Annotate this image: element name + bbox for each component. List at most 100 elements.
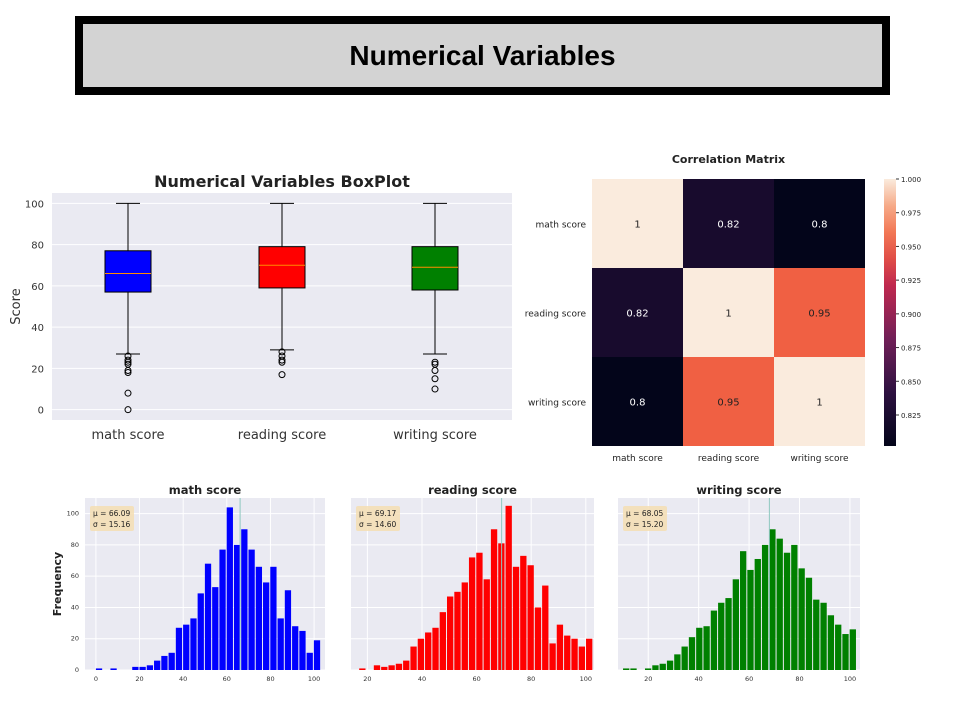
y-tick-label: 60: [71, 572, 79, 580]
outlier-point: [431, 385, 439, 393]
histogram-bar: [284, 590, 292, 670]
box-reading-score: [258, 246, 306, 289]
histogram-bar: [791, 544, 798, 670]
col-label: writing score: [790, 454, 849, 464]
boxplot-chart: 0 20 40 60 80 100 Numerical Variables BoxPlot S…: [9, 172, 512, 443]
cell-value: 1: [634, 220, 640, 231]
colorbar-tick-label: 0.825: [901, 412, 921, 420]
histogram-bar: [395, 663, 403, 670]
outlier-point: [124, 356, 132, 364]
histogram-bar: [564, 635, 571, 670]
colorbar: [884, 179, 896, 446]
histogram-bar: [534, 607, 542, 670]
histogram-bar: [359, 668, 366, 670]
histogram-bar: [483, 579, 490, 670]
std-stat: σ = 15.16: [93, 520, 131, 529]
histogram-bar: [439, 612, 446, 670]
histogram-title: reading score: [428, 483, 517, 497]
std-stat: σ = 14.60: [359, 520, 397, 529]
histogram-bar: [263, 582, 270, 670]
histogram-bar: [161, 655, 168, 670]
col-label: math score: [612, 454, 663, 464]
x-tick-label: 80: [266, 675, 274, 683]
title-banner-inner: Numerical Variables: [83, 24, 882, 87]
x-tick-label: 80: [527, 675, 535, 683]
histogram-bar: [813, 599, 820, 670]
outlier-point: [124, 389, 132, 397]
outlier-point: [431, 366, 439, 374]
histogram-title: math score: [169, 483, 242, 497]
math-score-histogram: 0 20 40 60 80 100 0 20 40 60 80 100 μ = 66.09 σ = 15.…: [51, 483, 325, 683]
cell-value: 0.8: [812, 220, 828, 231]
histogram-bar: [190, 618, 197, 670]
y-tick-label: 80: [31, 241, 44, 252]
histogram-bar: [740, 551, 747, 670]
std-stat: σ = 15.20: [626, 520, 664, 529]
x-tick-label: writing score: [393, 428, 477, 443]
stats-box: [356, 506, 400, 531]
histogram-bar: [403, 660, 410, 670]
histogram-bar: [630, 668, 637, 670]
y-axis-label: Score: [9, 288, 24, 324]
colorbar-tick-label: 0.925: [901, 277, 921, 285]
x-tick-label: 20: [644, 675, 652, 683]
colorbar-tick-label: 0.850: [901, 378, 921, 386]
x-tick-label: 20: [363, 675, 371, 683]
chart-title: Numerical Variables BoxPlot: [154, 172, 410, 191]
page-title: Numerical Variables: [349, 39, 616, 71]
histogram-bar: [95, 668, 103, 670]
correlation-heatmap: Correlation Matrix 1 0.82 0.8 math score math…: [525, 153, 921, 464]
histogram-bar: [586, 638, 593, 670]
x-tick-label: 60: [223, 675, 231, 683]
histogram-bar: [776, 538, 783, 670]
histogram-bar: [703, 626, 710, 670]
histogram-bar: [299, 630, 306, 670]
outlier-point: [124, 406, 132, 414]
histogram-bar: [674, 654, 681, 670]
histogram-bar: [277, 618, 284, 670]
histogram-bar: [835, 624, 842, 670]
title-banner: Numerical Variables: [75, 16, 890, 95]
x-tick-label: 40: [179, 675, 187, 683]
x-tick-label: 40: [418, 675, 426, 683]
histogram-bar: [248, 549, 255, 670]
y-tick-label: 100: [25, 199, 44, 210]
histogram-bar: [556, 624, 564, 670]
histogram-bar: [732, 579, 740, 670]
cell-value: 0.95: [717, 398, 739, 409]
histogram-bar: [666, 660, 674, 670]
histogram-bar: [849, 629, 856, 670]
histogram-bar: [226, 507, 233, 670]
histogram-bar: [681, 646, 688, 670]
y-tick-label: 60: [31, 282, 44, 293]
histogram-bar: [747, 569, 754, 670]
histogram-bar: [446, 596, 454, 670]
histogram-bar: [827, 615, 835, 670]
histogram-bar: [241, 529, 248, 670]
row-label: math score: [535, 221, 586, 231]
histogram-bar: [769, 529, 776, 670]
x-tick-label: reading score: [238, 428, 326, 443]
histogram-bar: [688, 637, 696, 670]
histogram-bar: [571, 638, 578, 670]
histogram-bar: [388, 665, 395, 670]
y-tick-label: 0: [38, 406, 44, 417]
reading-score-histogram: 20 40 60 80 100 μ = 69.17 σ = 14.60 reading sco…: [351, 483, 594, 683]
histogram-bar: [527, 565, 534, 670]
y-tick-label: 0: [75, 666, 79, 674]
histogram-bar: [725, 598, 732, 670]
outlier-point: [278, 371, 286, 379]
histogram-bar: [432, 627, 439, 670]
histogram-bar: [425, 632, 432, 670]
colorbar-tick-label: 0.900: [901, 311, 921, 319]
x-tick-label: 60: [472, 675, 480, 683]
mean-stat: μ = 66.09: [93, 509, 131, 518]
histogram-bar: [842, 634, 849, 670]
outlier-point: [431, 358, 439, 366]
histogram-bar: [373, 665, 381, 670]
histogram-bar: [644, 668, 652, 670]
histogram-bar: [132, 666, 139, 670]
heatmap-cell: [683, 357, 774, 446]
histogram-bar: [652, 665, 659, 670]
box-writing-score: [411, 246, 459, 291]
